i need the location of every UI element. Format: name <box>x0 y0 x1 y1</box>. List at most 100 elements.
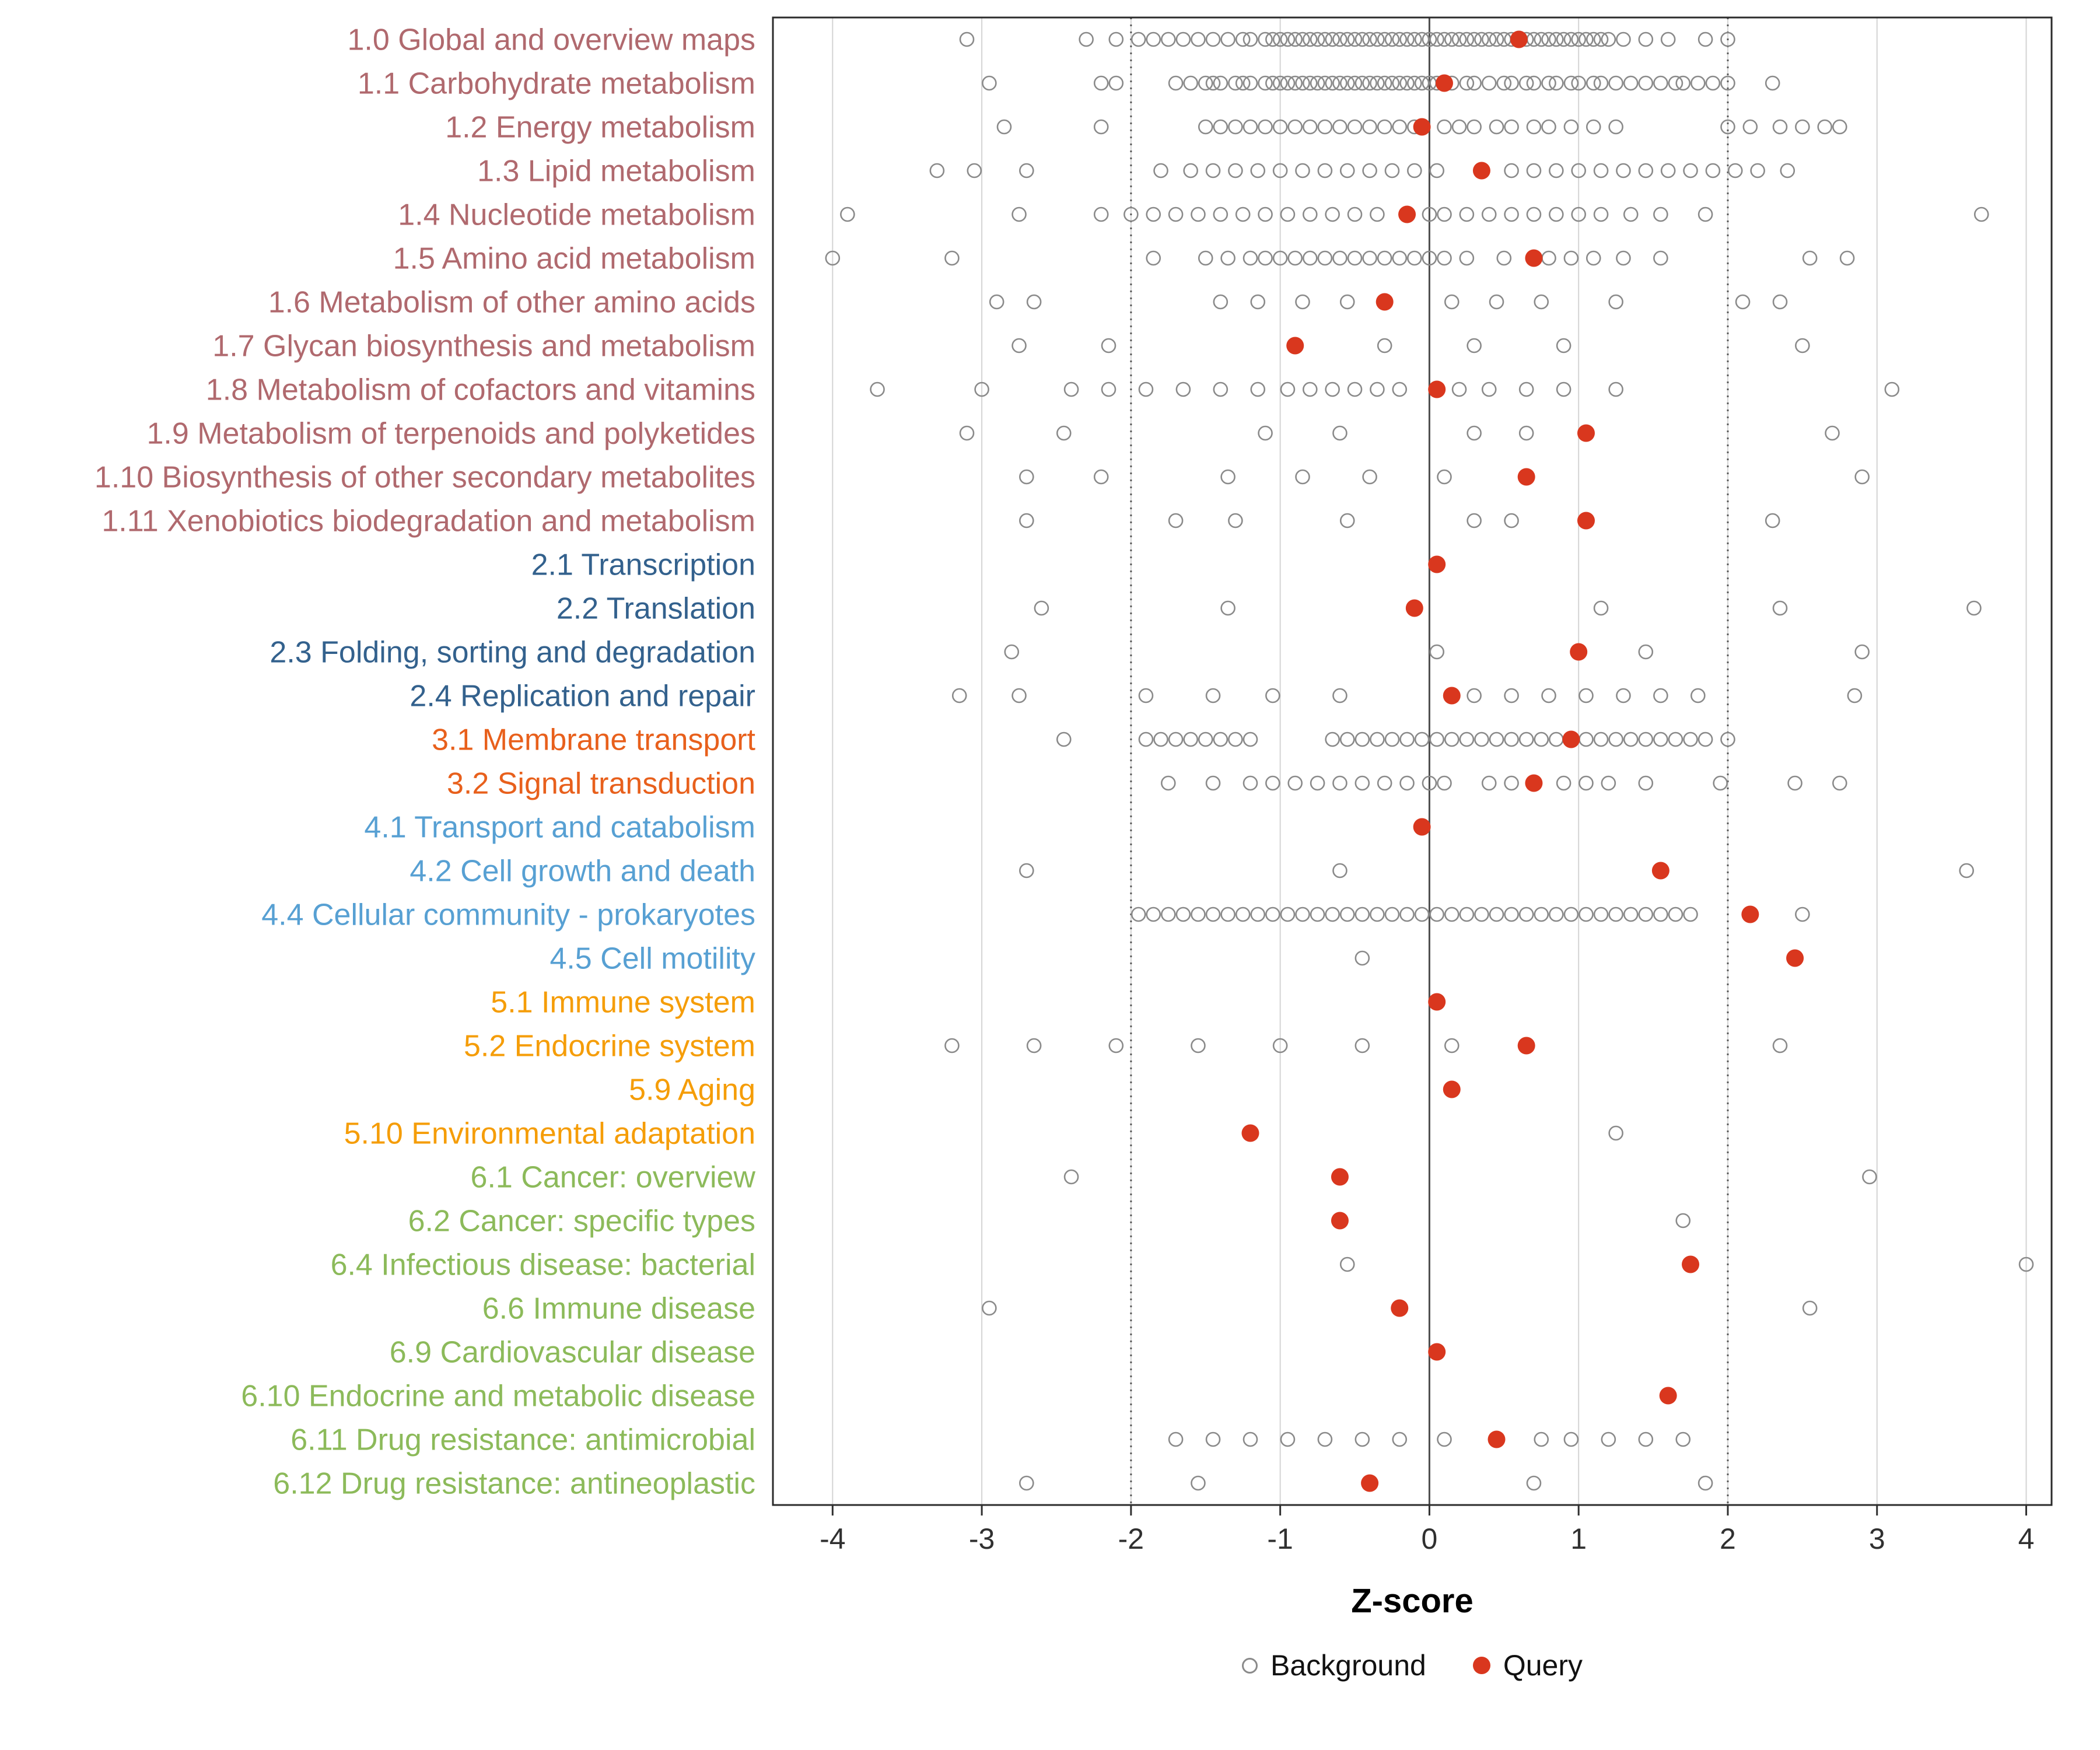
background-point <box>1705 163 1721 178</box>
query-point <box>1428 1343 1446 1361</box>
background-point <box>1354 950 1370 966</box>
background-point <box>1302 206 1318 222</box>
background-point <box>1332 863 1348 878</box>
background-point <box>1466 75 1482 91</box>
background-point <box>1213 294 1228 310</box>
background-point <box>1325 206 1340 222</box>
background-point <box>1384 907 1400 922</box>
background-point <box>1549 907 1564 922</box>
background-point <box>1317 32 1333 47</box>
background-point <box>1250 163 1266 178</box>
background-point <box>1720 732 1735 747</box>
background-point <box>1489 907 1504 922</box>
background-point <box>1616 32 1631 47</box>
background-point <box>1593 75 1609 91</box>
background-point <box>1056 425 1072 441</box>
background-point <box>1451 382 1467 397</box>
query-point <box>1443 1080 1461 1098</box>
background-point <box>1258 425 1273 441</box>
background-point <box>1459 32 1475 47</box>
background-point <box>1593 32 1609 47</box>
background-point <box>1377 32 1392 47</box>
chart-legend: Background Query <box>773 1648 2052 1682</box>
background-point <box>1437 469 1452 485</box>
background-point <box>1608 75 1623 91</box>
background-point <box>1534 32 1549 47</box>
background-point <box>1429 32 1445 47</box>
background-point <box>1563 1432 1579 1447</box>
x-tick-label: -2 <box>1118 1522 1144 1555</box>
background-point <box>1795 119 1810 135</box>
background-point <box>1258 206 1273 222</box>
category-label: 6.12 Drug resistance: antineoplastic <box>273 1467 755 1501</box>
background-point <box>1362 469 1377 485</box>
query-point <box>1525 249 1543 267</box>
background-point <box>1220 600 1236 616</box>
query-point <box>1405 599 1423 617</box>
background-point <box>1287 75 1303 91</box>
background-point <box>1437 250 1452 266</box>
background-point <box>1191 1038 1206 1054</box>
background-point <box>1466 688 1482 704</box>
background-point <box>1339 75 1355 91</box>
background-point <box>1012 688 1027 704</box>
background-point <box>1832 775 1847 791</box>
background-point <box>1325 382 1340 397</box>
category-label: 2.4 Replication and repair <box>410 680 755 713</box>
background-point <box>1795 907 1810 922</box>
background-point <box>1489 732 1504 747</box>
category-label: 1.0 Global and overview maps <box>348 23 756 57</box>
background-point <box>1437 206 1452 222</box>
query-point <box>1488 1430 1506 1448</box>
background-point <box>1235 75 1251 91</box>
background-point <box>1272 1038 1288 1054</box>
background-point <box>1399 775 1415 791</box>
query-point <box>1517 1037 1535 1055</box>
query-point <box>1525 774 1543 792</box>
background-point <box>1444 294 1460 310</box>
background-point <box>1146 206 1161 222</box>
background-point <box>1474 32 1489 47</box>
background-point <box>1146 907 1161 922</box>
background-point <box>1549 163 1564 178</box>
background-point <box>1549 206 1564 222</box>
background-point <box>1205 32 1221 47</box>
background-point <box>1698 32 1713 47</box>
query-point <box>1376 293 1394 311</box>
background-point <box>1175 907 1191 922</box>
background-point <box>1325 732 1340 747</box>
category-label: 1.6 Metabolism of other amino acids <box>268 286 755 320</box>
background-point <box>1138 688 1154 704</box>
background-point <box>1556 338 1572 354</box>
background-point <box>1608 382 1623 397</box>
background-point <box>1586 75 1601 91</box>
background-point <box>1563 119 1579 135</box>
background-point <box>1384 75 1400 91</box>
background-point <box>1191 907 1206 922</box>
background-point <box>1593 907 1609 922</box>
background-point <box>1161 775 1176 791</box>
background-point <box>1258 32 1273 47</box>
category-label: 3.1 Membrane transport <box>432 723 755 757</box>
background-point <box>1198 732 1213 747</box>
background-point <box>1317 1432 1333 1447</box>
background-point <box>1384 32 1400 47</box>
background-point <box>1638 163 1654 178</box>
query-point <box>1361 1474 1379 1492</box>
category-label: 4.1 Transport and catabolism <box>364 811 755 845</box>
background-point <box>1280 1432 1296 1447</box>
category-label: 6.10 Endocrine and metabolic disease <box>241 1380 755 1413</box>
query-point <box>1651 862 1670 880</box>
background-point <box>1504 163 1519 178</box>
background-point <box>1384 732 1400 747</box>
background-point <box>1339 513 1355 528</box>
background-point <box>1339 907 1355 922</box>
background-point <box>1593 600 1609 616</box>
background-point <box>1235 907 1251 922</box>
background-point <box>1422 775 1437 791</box>
background-point <box>825 250 841 266</box>
background-point <box>1541 75 1556 91</box>
background-point <box>1093 119 1109 135</box>
background-point <box>1481 32 1497 47</box>
background-point <box>1526 163 1542 178</box>
